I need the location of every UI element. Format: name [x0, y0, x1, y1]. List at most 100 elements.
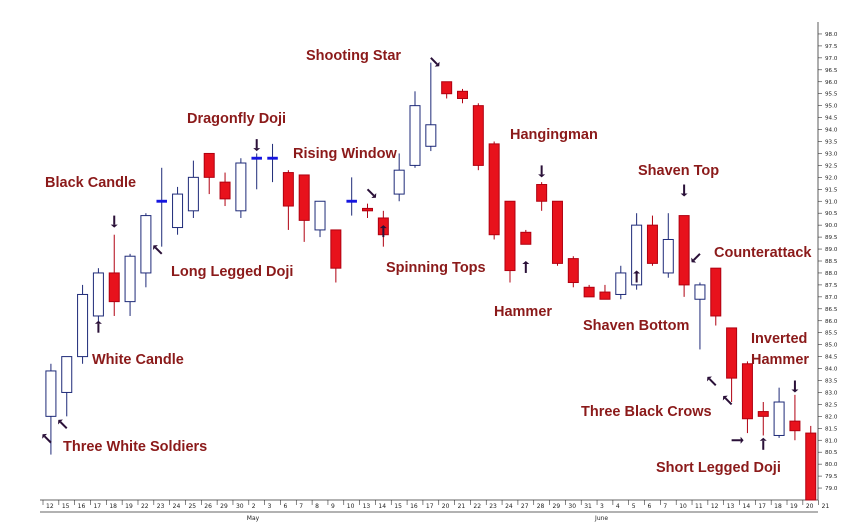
y-tick-label: 89.0: [825, 247, 838, 253]
x-tick-label: 30: [568, 503, 576, 510]
y-tick-label: 83.0: [825, 390, 838, 396]
x-tick-label: 21: [822, 503, 830, 510]
arrow-icon: [110, 215, 118, 228]
candle-body: [520, 231, 532, 245]
candle-body: [203, 152, 215, 178]
label-long-legged-doji: Long Legged Doji: [171, 264, 293, 280]
x-tick-label: 8: [315, 503, 319, 510]
label-short-legged-doji: Short Legged Doji: [656, 460, 781, 476]
candle-body: [282, 172, 294, 207]
y-tick-label: 98.0: [825, 32, 838, 38]
arrow-icon: [691, 253, 701, 263]
arrow-icon: [253, 139, 261, 152]
y-tick-label: 87.5: [825, 283, 838, 289]
arrow-icon: [791, 380, 799, 393]
candle-body: [694, 284, 706, 300]
arrow-shaft: [724, 397, 733, 406]
x-tick-label: 24: [173, 503, 181, 510]
y-tick-labels: 79.0 79.5 80.0 80.5 81.0 81.5 82.0 82.5 83.0 83.5…: [818, 32, 838, 492]
arrow-head: [94, 320, 102, 324]
y-tick-label: 82.0: [825, 414, 838, 420]
candle-body: [314, 200, 326, 231]
x-tick-label: 7: [663, 503, 667, 510]
candle-body: [235, 162, 247, 212]
y-tick-label: 95.5: [825, 92, 838, 98]
arrow-head: [740, 436, 744, 444]
y-tick-label: 88.0: [825, 271, 838, 277]
x-tick-label: 26: [204, 503, 212, 510]
y-tick-label: 97.5: [825, 44, 838, 50]
arrow-head: [434, 61, 440, 67]
y-tick-label: 79.0: [825, 486, 838, 492]
arrow-icon: [42, 433, 52, 444]
y-tick-label: 93.5: [825, 140, 838, 146]
candle-body: [140, 215, 152, 274]
y-tick-label: 94.5: [825, 116, 838, 122]
arrow-head: [379, 225, 387, 229]
candle-body: [267, 156, 278, 160]
x-tick-labels: 12 15 16 17 18 19 22 23 24 25 26 29 30 2 3 6 7 8 9 10 13 14 15…: [42, 500, 830, 522]
arrow-icon: [680, 184, 688, 197]
arrow-shaft: [708, 378, 717, 386]
arrow-icon: [538, 165, 546, 178]
arrow-head: [522, 260, 530, 264]
y-tick-label: 97.0: [825, 56, 838, 62]
x-tick-label: 29: [553, 503, 561, 510]
label-shaven-bottom: Shaven Bottom: [583, 318, 689, 334]
arrow-shaft: [430, 57, 438, 65]
y-tick-label: 93.0: [825, 151, 838, 157]
candle-body: [789, 420, 801, 432]
arrow-icon: [152, 245, 163, 255]
arrow-shaft: [43, 435, 52, 444]
arrow-icon: [430, 57, 440, 67]
x-tick-label: 23: [489, 503, 497, 510]
arrow-icon: [379, 225, 387, 238]
y-tick-label: 80.0: [825, 462, 838, 468]
candle-body: [646, 224, 658, 264]
candle-body: [441, 81, 453, 95]
y-tick-label: 91.5: [825, 187, 838, 193]
x-tick-label: 18: [109, 503, 117, 510]
annotation-labels: Shooting Star Dragonfly Doji Rising Wind…: [45, 48, 812, 476]
x-tick-label: 12: [711, 503, 719, 510]
arrow-head: [722, 395, 728, 401]
x-tick-label: 22: [141, 503, 149, 510]
candle-body: [409, 105, 421, 166]
candle-body: [425, 124, 437, 147]
arrow-icon: [731, 436, 744, 444]
x-tick-label: 20: [442, 503, 450, 510]
candle-body: [757, 411, 769, 417]
x-tick-label: 30: [236, 503, 244, 510]
x-tick-label: 24: [505, 503, 513, 510]
label-hangingman: Hangingman: [510, 127, 598, 143]
candle-body: [567, 258, 579, 284]
y-tick-label: 88.5: [825, 259, 838, 265]
x-tick-label: 19: [125, 503, 133, 510]
arrow-head: [152, 245, 158, 250]
x-tick-label: 13: [363, 503, 371, 510]
x-tick-label: 21: [458, 503, 466, 510]
x-tick-label: 2: [252, 503, 256, 510]
x-tick-label: 7: [299, 503, 303, 510]
label-inverted: Inverted: [751, 331, 807, 347]
x-tick-label: 6: [283, 503, 287, 510]
arrow-head: [57, 419, 63, 425]
label-white-candle: White Candle: [92, 352, 184, 368]
y-tick-label: 96.0: [825, 80, 838, 86]
y-tick-label: 92.0: [825, 175, 838, 181]
x-tick-label: 16: [410, 503, 418, 510]
arrow-head: [759, 437, 767, 441]
arrow-icon: [94, 320, 102, 333]
x-tick-label: 19: [790, 503, 798, 510]
x-tick-label: 13: [727, 503, 735, 510]
x-tick-label: 14: [743, 503, 751, 510]
label-shooting-star: Shooting Star: [306, 48, 401, 64]
candle-body: [362, 207, 374, 212]
label-three-black-crows: Three Black Crows: [581, 404, 712, 420]
arrow-head: [253, 148, 261, 152]
candle-body: [710, 267, 722, 317]
candle-body: [662, 238, 674, 274]
candle-body: [472, 105, 484, 166]
candle-body: [456, 90, 468, 99]
y-tick-label: 83.5: [825, 379, 838, 385]
